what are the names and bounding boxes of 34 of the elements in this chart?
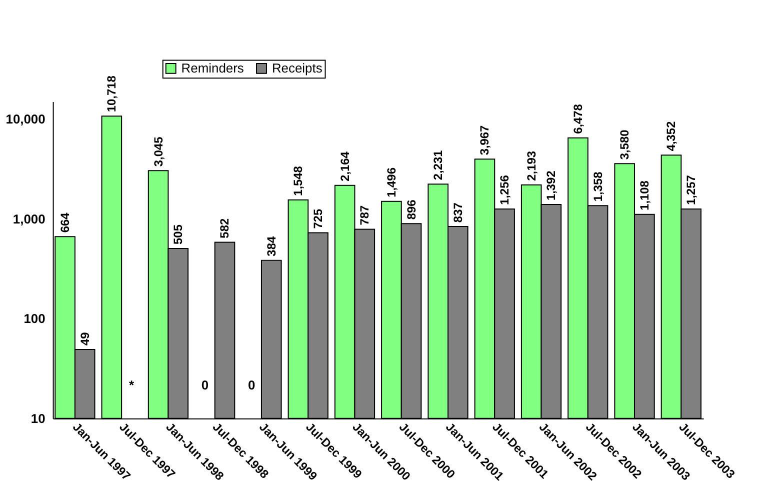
y-tick-label: 10,000 (6, 112, 46, 127)
data-label: 3,967 (478, 124, 492, 156)
data-label: 384 (264, 236, 278, 256)
data-label: 582 (218, 218, 232, 238)
text: * (128, 377, 134, 392)
data-label: 725 (310, 208, 325, 229)
data-label: 837 (450, 202, 465, 223)
data-label: 6,478 (570, 104, 585, 134)
data-label: 2,231 (431, 150, 446, 180)
legend-label: Reminders (181, 60, 244, 76)
y-tick-label: 10 (30, 410, 46, 426)
text: 0 (248, 377, 256, 392)
data-label: 3,045 (151, 136, 166, 167)
legend-label: Receipts (272, 60, 322, 76)
text: 0 (201, 377, 209, 392)
y-tick-label: 1,000 (12, 211, 46, 226)
data-label: 1,358 (590, 171, 605, 202)
data-label: 1,256 (498, 174, 512, 205)
data-label: 10,718 (104, 75, 119, 112)
data-label: 4,352 (664, 120, 678, 152)
data-label: 664 (58, 212, 72, 233)
data-label: 3,580 (618, 129, 632, 160)
data-label: 1,548 (291, 166, 306, 196)
data-label: 2,193 (524, 150, 538, 181)
data-label: 505 (171, 224, 186, 244)
data-label: 1,257 (684, 174, 698, 205)
data-label: 1,392 (544, 170, 558, 201)
data-label: 896 (404, 199, 418, 220)
y-tick-label: 100 (24, 311, 46, 326)
data-label: 49 (78, 332, 92, 346)
data-label: 787 (358, 204, 372, 226)
data-label: 1,108 (637, 180, 652, 210)
data-label: 1,496 (384, 167, 398, 198)
data-label: 2,164 (338, 151, 352, 182)
